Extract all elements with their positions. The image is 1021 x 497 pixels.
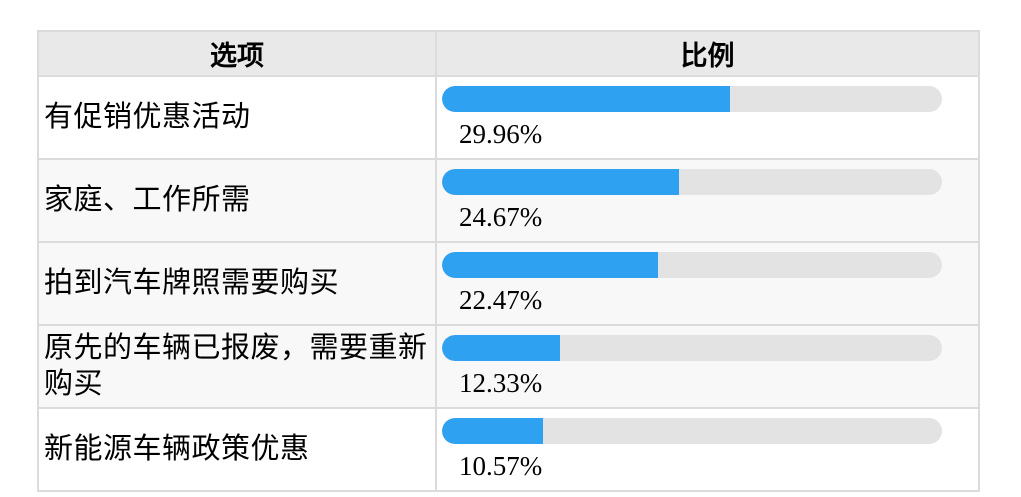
progress-bar-track [442, 86, 942, 112]
column-header-ratio: 比例 [435, 30, 980, 77]
table-row: 家庭、工作所需 24.67% [37, 158, 980, 243]
table-row: 拍到汽车牌照需要购买 22.47% [37, 241, 980, 326]
ratio-cell: 12.33% [435, 324, 980, 409]
percent-label: 24.67% [459, 202, 543, 232]
option-label: 家庭、工作所需 [37, 158, 437, 243]
ratio-cell: 22.47% [435, 241, 980, 326]
progress-bar-track [442, 169, 942, 195]
option-label: 有促销优惠活动 [37, 75, 437, 160]
progress-bar-track [442, 418, 942, 444]
survey-results-table: 选项 比例 有促销优惠活动 29.96% 家庭、工作所需 [37, 30, 980, 492]
table-row: 原先的车辆已报废，需要重新购买 12.33% [37, 324, 980, 409]
percent-label: 22.47% [459, 285, 543, 315]
option-label: 拍到汽车牌照需要购买 [37, 241, 437, 326]
progress-bar-fill [442, 335, 561, 361]
progress-bar-track [442, 252, 942, 278]
progress-bar-fill [442, 252, 658, 278]
option-label: 新能源车辆政策优惠 [37, 407, 437, 492]
ratio-cell: 29.96% [435, 75, 980, 160]
progress-bar-fill [442, 418, 544, 444]
header-row: 选项 比例 [37, 30, 980, 77]
percent-label: 12.33% [459, 368, 543, 398]
ratio-cell: 10.57% [435, 407, 980, 492]
percent-label: 29.96% [459, 119, 543, 149]
ratio-cell: 24.67% [435, 158, 980, 243]
progress-bar-fill [442, 169, 679, 195]
progress-bar-fill [442, 86, 730, 112]
column-header-option: 选项 [37, 30, 437, 77]
progress-bar-track [442, 335, 942, 361]
survey-results: 选项 比例 有促销优惠活动 29.96% 家庭、工作所需 [37, 30, 980, 492]
percent-label: 10.57% [459, 451, 543, 481]
table-row: 有促销优惠活动 29.96% [37, 75, 980, 160]
option-label: 原先的车辆已报废，需要重新购买 [37, 324, 437, 409]
table-row: 新能源车辆政策优惠 10.57% [37, 407, 980, 492]
